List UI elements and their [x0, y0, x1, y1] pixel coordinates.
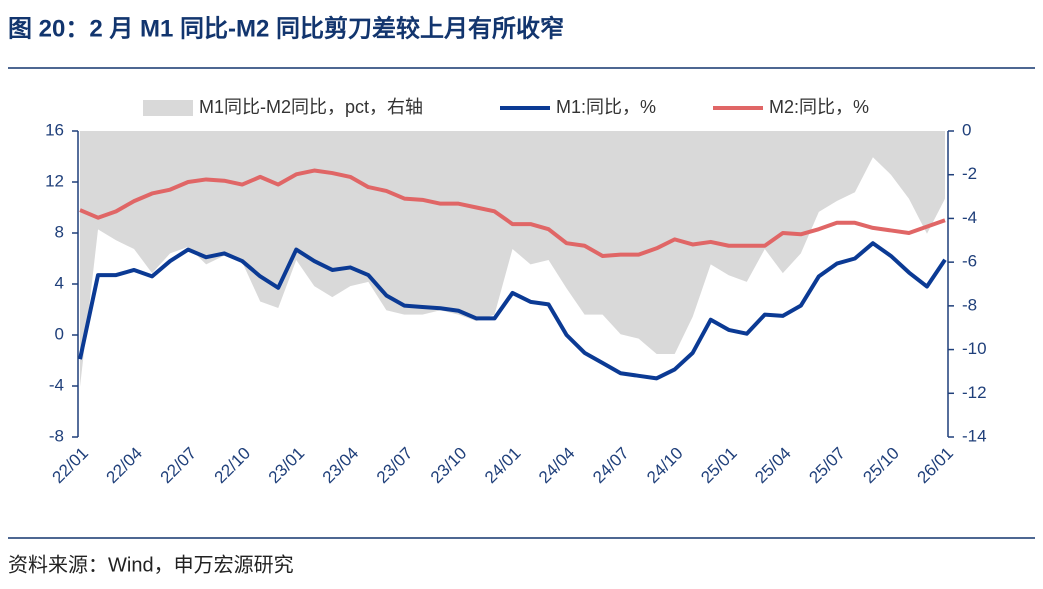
- x-tick-label: 22/10: [211, 444, 255, 488]
- y-tick-label: 8: [55, 222, 64, 241]
- legend-label: M1同比-M2同比，pct，右轴: [199, 97, 423, 117]
- x-tick-label: 23/10: [427, 444, 471, 488]
- y2-tick-label: -14: [962, 426, 987, 445]
- y-tick-label: 12: [45, 171, 64, 190]
- x-tick-label: 24/07: [589, 444, 633, 488]
- y-tick-label: 0: [55, 324, 64, 343]
- x-tick-label: 22/01: [48, 444, 92, 488]
- x-tick-label: 25/04: [751, 444, 795, 488]
- y2-tick-label: -12: [962, 383, 987, 402]
- line: [79, 168, 946, 258]
- source: 资料来源：Wind，申万宏源研究: [8, 553, 294, 576]
- x-tick-label: 23/04: [319, 444, 363, 488]
- area: [80, 131, 945, 387]
- x-tick-label: 23/07: [373, 444, 417, 488]
- legend-label: M1:同比，%: [556, 97, 656, 117]
- x-tick-label: 24/04: [535, 444, 579, 488]
- y-tick-label: -4: [49, 375, 64, 394]
- x-tick-label: 25/07: [805, 444, 849, 488]
- legend-swatch: [143, 100, 193, 116]
- x-tick-label: 23/01: [265, 444, 309, 488]
- x-tick-label: 24/10: [643, 444, 687, 488]
- y2-tick-label: -10: [962, 339, 987, 358]
- y-tick-label: -8: [49, 426, 64, 445]
- y2-tick-label: -8: [962, 295, 977, 314]
- x-tick-label: 22/04: [103, 444, 147, 488]
- legend-label: M2:同比，%: [769, 97, 869, 117]
- x-tick-label: 22/07: [157, 444, 201, 488]
- x-tick-label: 26/01: [913, 444, 957, 488]
- y2-tick-label: -2: [962, 164, 977, 183]
- y2-tick-label: 0: [962, 120, 971, 139]
- line: [78, 241, 947, 381]
- x-tick-label: 25/10: [859, 444, 903, 488]
- x-tick-label: 24/01: [481, 444, 525, 488]
- x-tick-label: 25/01: [697, 444, 741, 488]
- chart-title: 图 20：2 月 M1 同比-M2 同比剪刀差较上月有所收窄: [8, 14, 564, 42]
- y-tick-label: 16: [45, 120, 64, 139]
- y2-tick-label: -6: [962, 252, 977, 271]
- y2-tick-label: -4: [962, 208, 977, 227]
- y-tick-label: 4: [55, 273, 64, 292]
